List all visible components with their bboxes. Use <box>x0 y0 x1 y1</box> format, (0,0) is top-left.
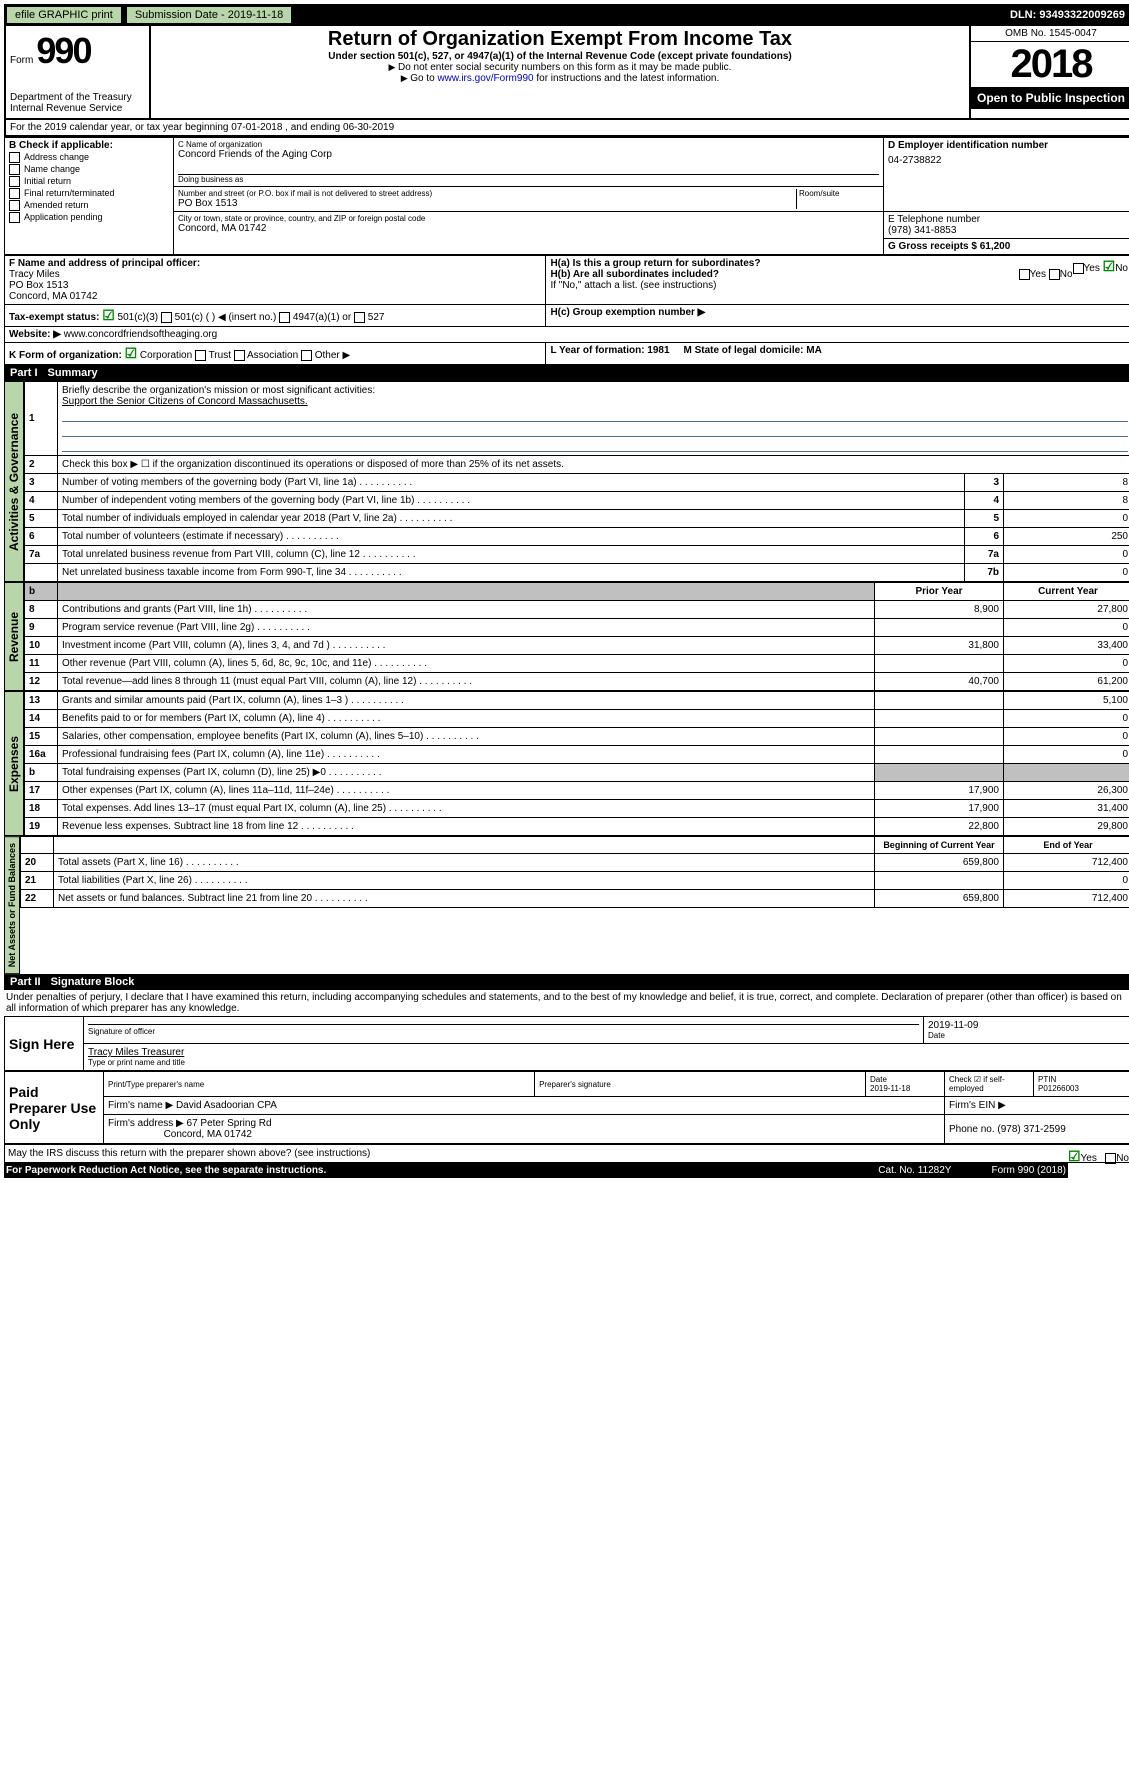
submission-date-btn[interactable]: Submission Date - 2019-11-18 <box>126 6 292 24</box>
sig-officer-label: Signature of officer <box>88 1024 919 1036</box>
sig-date-label: Date <box>928 1031 1128 1040</box>
Hb-label: H(b) Are all subordinates included? <box>550 269 719 280</box>
check-amended[interactable]: Amended return <box>9 200 169 211</box>
irs-link[interactable]: www.irs.gov/Form990 <box>437 73 533 84</box>
addr-label: Number and street (or P.O. box if mail i… <box>178 189 796 198</box>
perjury-statement: Under penalties of perjury, I declare th… <box>4 990 1129 1016</box>
address: PO Box 1513 <box>178 198 796 209</box>
website-label: Website: ▶ <box>9 329 61 340</box>
checkB-label: B Check if applicable: <box>9 140 169 151</box>
check-initial-return[interactable]: Initial return <box>9 176 169 187</box>
sig-name-label: Type or print name and title <box>88 1058 1128 1067</box>
check-application-pending[interactable]: Application pending <box>9 212 169 223</box>
form-footer: Form 990 (2018) <box>991 1165 1065 1176</box>
Hc-label: H(c) Group exemption number ▶ <box>550 307 705 318</box>
tax-period: For the 2019 calendar year, or tax year … <box>4 120 1129 137</box>
phone-label: E Telephone number <box>888 214 1128 225</box>
dba-label: Doing business as <box>178 174 879 184</box>
sign-here: Sign Here <box>5 1017 84 1071</box>
firm-addr: 67 Peter Spring Rd <box>187 1118 272 1129</box>
line1-label: Briefly describe the organization's miss… <box>62 385 375 396</box>
tax-status-label: Tax-exempt status: <box>9 312 99 323</box>
city-label: City or town, state or province, country… <box>178 214 879 223</box>
part2-header: Part II Signature Block <box>4 974 1129 990</box>
officer-addr2: Concord, MA 01742 <box>9 291 541 302</box>
omb-no: OMB No. 1545-0047 <box>971 26 1129 42</box>
firm-phone: Phone no. (978) 371-2599 <box>945 1115 1129 1144</box>
city-value: Concord, MA 01742 <box>178 223 879 234</box>
room-label: Room/suite <box>796 189 879 209</box>
check-501c3-icon: ☑ <box>102 307 115 323</box>
name-label: C Name of organization <box>178 140 879 149</box>
open-public: Open to Public Inspection <box>971 87 1129 109</box>
officer-block: F Name and address of principal officer:… <box>4 255 1129 365</box>
Hb-note: If "No," attach a list. (see instruction… <box>550 280 1128 291</box>
vert-revenue: Revenue <box>4 582 24 691</box>
officer-name: Tracy Miles <box>9 269 541 280</box>
sig-name: Tracy Miles Treasurer <box>88 1047 1128 1058</box>
efile-btn[interactable]: efile GRAPHIC print <box>6 6 122 24</box>
firm-name: David Asadoorian CPA <box>176 1100 277 1111</box>
discuss-row: May the IRS discuss this return with the… <box>4 1144 1129 1163</box>
vert-expenses: Expenses <box>4 691 24 836</box>
form-number: 990 <box>36 30 90 71</box>
form-header: Form 990 Department of the Treasury Inte… <box>4 26 1129 120</box>
vert-activities: Activities & Governance <box>4 381 24 582</box>
sig-date: 2019-11-09 <box>928 1020 1128 1031</box>
line2: Check this box ▶ ☐ if the organization d… <box>58 456 1129 474</box>
form-subtitle: Under section 501(c), 527, or 4947(a)(1)… <box>159 51 961 62</box>
vert-netassets: Net Assets or Fund Balances <box>4 836 20 974</box>
org-name: Concord Friends of the Aging Corp <box>178 149 879 160</box>
phone-value: (978) 341-8853 <box>888 225 1128 236</box>
ein-label: D Employer identification number <box>888 140 1128 151</box>
website-value: www.concordfriendsoftheaging.org <box>64 329 217 340</box>
K-label: K Form of organization: <box>9 350 122 361</box>
form-prefix: Form <box>10 55 33 66</box>
tax-year: 2018 <box>971 42 1129 87</box>
dln-label: DLN: 93493322009269 <box>1010 9 1129 21</box>
entity-block: B Check if applicable: Address change Na… <box>4 137 1129 255</box>
form-note2: Go to www.irs.gov/Form990 for instructio… <box>159 73 961 84</box>
officerF-label: F Name and address of principal officer: <box>9 258 541 269</box>
gross-receipts: G Gross receipts $ 61,200 <box>884 239 1129 255</box>
form-note1: Do not enter social security numbers on … <box>159 62 961 73</box>
dept-label: Department of the Treasury Internal Reve… <box>10 92 145 114</box>
pra-notice: For Paperwork Reduction Act Notice, see … <box>6 1165 326 1176</box>
check-name-change[interactable]: Name change <box>9 164 169 175</box>
top-bar: efile GRAPHIC print Submission Date - 20… <box>4 4 1129 26</box>
part1-header: Part I Summary <box>4 365 1129 381</box>
mission: Support the Senior Citizens of Concord M… <box>62 396 308 407</box>
form-title: Return of Organization Exempt From Incom… <box>159 28 961 51</box>
ein-label2: Firm's EIN ▶ <box>945 1097 1129 1115</box>
L-label: L Year of formation: 1981 <box>550 345 669 356</box>
cat-no: Cat. No. 11282Y <box>878 1165 951 1176</box>
ein-value: 04-2738822 <box>888 155 1128 166</box>
paid-preparer: Paid Preparer Use Only <box>5 1072 104 1144</box>
check-address-change[interactable]: Address change <box>9 152 169 163</box>
check-final-return[interactable]: Final return/terminated <box>9 188 169 199</box>
Ha-label: H(a) Is this a group return for subordin… <box>550 258 760 269</box>
M-label: M State of legal domicile: MA <box>683 345 821 356</box>
officer-addr1: PO Box 1513 <box>9 280 541 291</box>
